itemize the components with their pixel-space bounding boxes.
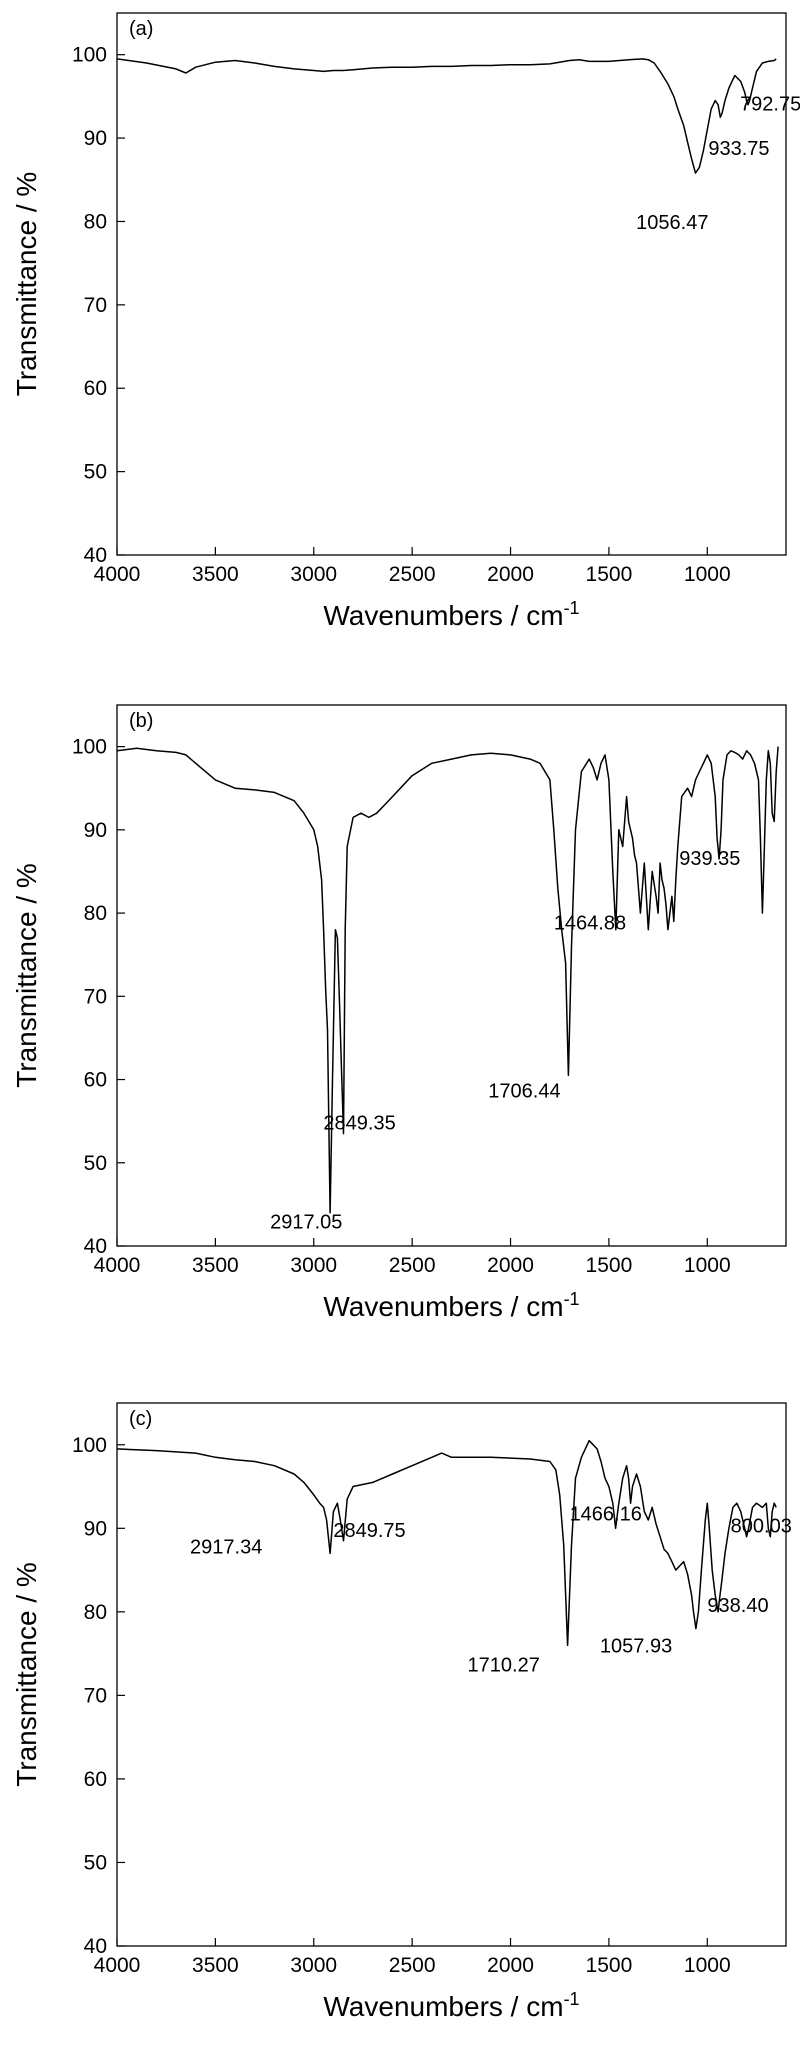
spectrum-line xyxy=(116,58,777,174)
y-tick-label: 40 xyxy=(84,544,107,567)
y-axis-label: Transmittance / % xyxy=(11,1562,42,1787)
peak-annotation: 2917.34 xyxy=(190,1536,262,1558)
x-axis-label: Wavenumbers / cm-1 xyxy=(323,598,579,631)
peak-annotation: 2849.35 xyxy=(323,1113,395,1135)
y-tick-label: 40 xyxy=(84,1935,107,1958)
peak-annotation: 800.03 xyxy=(731,1516,792,1538)
peak-annotation: 1706.44 xyxy=(488,1080,560,1102)
spectrum-line xyxy=(116,1439,777,1647)
y-tick-label: 100 xyxy=(72,44,107,67)
peak-annotation: 2849.75 xyxy=(333,1520,405,1542)
x-tick-label: 4000 xyxy=(94,563,141,586)
y-tick-label: 70 xyxy=(84,1684,107,1707)
panel-label: (b) xyxy=(129,710,153,732)
peak-annotation: 1464.88 xyxy=(554,913,626,935)
peak-annotation: 933.75 xyxy=(708,138,769,160)
x-tick-label: 1000 xyxy=(684,563,731,586)
y-tick-label: 80 xyxy=(84,902,107,925)
x-tick-label: 2500 xyxy=(389,1954,436,1977)
y-tick-label: 90 xyxy=(84,127,107,150)
peak-annotation: 939.35 xyxy=(679,848,740,870)
x-tick-label: 1500 xyxy=(586,563,633,586)
peak-annotation: 792.75 xyxy=(740,94,800,116)
plot-frame xyxy=(116,12,787,556)
peak-annotation: 2917.05 xyxy=(270,1212,342,1234)
y-tick-label: 90 xyxy=(84,1517,107,1540)
peak-annotation: 1710.27 xyxy=(468,1654,540,1676)
y-tick-label: 50 xyxy=(84,1851,107,1874)
y-tick-label: 50 xyxy=(84,1152,107,1175)
x-tick-label: 2000 xyxy=(487,1254,534,1277)
y-tick-label: 90 xyxy=(84,819,107,842)
x-tick-label: 4000 xyxy=(94,1254,141,1277)
y-tick-label: 40 xyxy=(84,1235,107,1258)
y-tick-label: 80 xyxy=(84,210,107,233)
x-tick-label: 3500 xyxy=(192,1954,239,1977)
y-tick-label: 70 xyxy=(84,294,107,317)
y-tick-label: 50 xyxy=(84,461,107,484)
y-tick-label: 100 xyxy=(72,1434,107,1457)
peak-annotation: 1056.47 xyxy=(636,212,708,234)
x-tick-label: 3000 xyxy=(290,563,337,586)
chart-panel-b: 4000 3500 3000 2500 2000 1500 1000 40 50 60 70 80 90… xyxy=(11,704,787,1322)
chart-panel-a: 4000 3500 3000 2500 2000 1500 1000 40 50 60 70 80 90… xyxy=(11,12,800,631)
x-tick-label: 2500 xyxy=(389,1254,436,1277)
x-tick-label: 1000 xyxy=(684,1954,731,1977)
x-tick-label: 3000 xyxy=(290,1254,337,1277)
y-axis-label: Transmittance / % xyxy=(11,863,42,1088)
x-axis-label: Wavenumbers / cm-1 xyxy=(323,1289,579,1322)
x-tick-label: 2500 xyxy=(389,563,436,586)
peak-annotation: 938.40 xyxy=(707,1595,768,1617)
y-tick-label: 80 xyxy=(84,1601,107,1624)
x-tick-label: 3500 xyxy=(192,563,239,586)
x-tick-label: 1500 xyxy=(586,1254,633,1277)
y-tick-label: 70 xyxy=(84,985,107,1008)
y-tick-label: 100 xyxy=(72,736,107,759)
y-tick-label: 60 xyxy=(84,377,107,400)
x-tick-label: 2000 xyxy=(487,1954,534,1977)
x-tick-label: 3000 xyxy=(290,1954,337,1977)
peak-annotation: 1466.16 xyxy=(570,1503,642,1525)
spectrum-line xyxy=(116,746,779,1214)
x-tick-label: 1000 xyxy=(684,1254,731,1277)
peak-annotation: 1057.93 xyxy=(600,1636,672,1658)
x-tick-label: 3500 xyxy=(192,1254,239,1277)
plot-frame xyxy=(116,1402,787,1947)
plot-frame xyxy=(116,704,787,1247)
x-tick-label: 4000 xyxy=(94,1954,141,1977)
y-tick-label: 60 xyxy=(84,1069,107,1092)
x-tick-label: 2000 xyxy=(487,563,534,586)
y-tick-label: 60 xyxy=(84,1768,107,1791)
panel-label: (c) xyxy=(129,1408,152,1430)
x-axis-label: Wavenumbers / cm-1 xyxy=(323,1989,579,2022)
chart-panel-c: 4000 3500 3000 2500 2000 1500 1000 40 50 60 70 80 90… xyxy=(11,1402,792,2022)
panel-label: (a) xyxy=(129,18,153,40)
x-tick-label: 1500 xyxy=(586,1954,633,1977)
y-axis-label: Transmittance / % xyxy=(11,172,42,397)
